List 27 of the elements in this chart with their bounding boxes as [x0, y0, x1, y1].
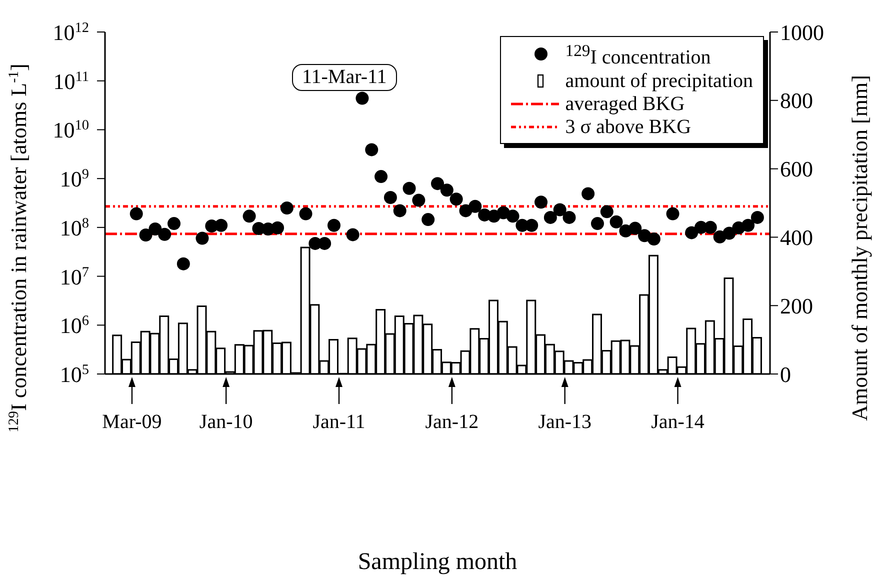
legend-label: 3 σ above BKG: [565, 116, 692, 139]
y-tick-label: 10$^{11}$: [53, 68, 89, 94]
legend-label: averaged BKG: [565, 92, 685, 116]
y2-tick-label: 400: [780, 225, 813, 250]
y2-tick-label: 1000: [780, 20, 824, 45]
y-tick-label: 10$^{5}$: [60, 362, 89, 387]
y-tick-label: 10$^{6}$: [60, 313, 89, 338]
y-tick-label: 10$^{7}$: [60, 264, 89, 290]
y-tick-label: 10$^{8}$: [60, 215, 89, 240]
x-tick-label: Jan-10: [199, 411, 253, 433]
y2-tick-label: 0: [780, 362, 791, 387]
legend-label: amount of precipitation: [565, 70, 753, 93]
legend-label: $^{129}$I concentration: [565, 40, 711, 70]
x-tick-label: Mar-09: [102, 411, 162, 433]
y2-axis-title: Amount of monthly precipitation [mm]: [847, 75, 872, 421]
x-axis-title: Sampling month: [358, 549, 518, 575]
y-tick-label: 10$^{9}$: [60, 166, 89, 192]
y2-tick-label: 200: [780, 293, 813, 318]
y-tick-label: 10$^{10}$: [52, 118, 89, 143]
y2-tick-label: 800: [780, 88, 813, 114]
y2-tick-label: 600: [780, 156, 813, 182]
x-tick-label: Jan-13: [538, 411, 592, 433]
x-tick-label: Jan-11: [312, 411, 366, 433]
x-tick-label: Jan-12: [425, 411, 479, 433]
annotation: 11-Mar-11: [292, 64, 397, 91]
y-tick-label: 10$^{12}$: [52, 20, 89, 45]
x-tick-label: Jan-14: [651, 411, 704, 433]
